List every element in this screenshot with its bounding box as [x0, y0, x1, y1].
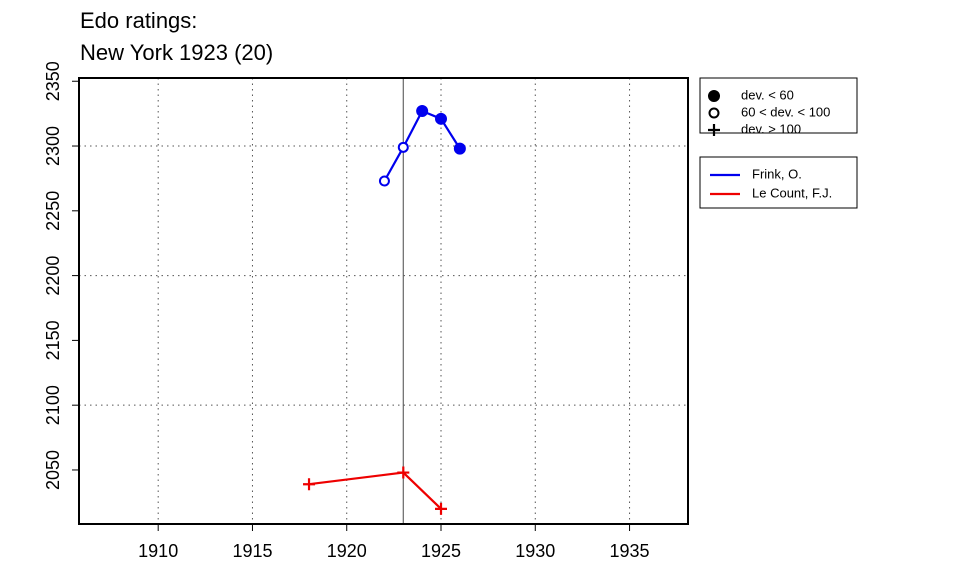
marker-plus — [708, 124, 720, 136]
legend-box — [699, 77, 858, 134]
x-tick-label: 1930 — [515, 541, 555, 561]
legend-box — [699, 156, 858, 209]
legend-label: Le Count, F.J. — [752, 185, 832, 200]
x-tick-label: 1910 — [138, 541, 178, 561]
legend-label: 60 < dev. < 100 — [741, 104, 830, 119]
marker-plus — [397, 466, 410, 479]
x-tick-label: 1915 — [232, 541, 272, 561]
x-tick-label: 1925 — [421, 541, 461, 561]
plot-frame — [78, 77, 689, 525]
legend-label: Frink, O. — [752, 166, 802, 181]
chart-subtitle: New York 1923 (20) — [80, 40, 273, 65]
marker-plus — [303, 478, 316, 491]
marker-open — [378, 175, 390, 187]
y-tick-label: 2150 — [43, 320, 63, 360]
y-tick-label: 2200 — [43, 256, 63, 296]
marker-filled — [416, 105, 429, 118]
y-tick-label: 2100 — [43, 385, 63, 425]
y-tick-label: 2250 — [43, 191, 63, 231]
marker-filled — [435, 112, 448, 125]
marker-filled — [708, 90, 720, 102]
series-line — [308, 471, 442, 510]
marker-filled — [453, 142, 466, 155]
marker-open — [708, 107, 720, 119]
y-tick-label: 2050 — [43, 450, 63, 490]
marker-open — [397, 141, 409, 153]
chart-title: Edo ratings: — [80, 8, 197, 33]
legend-label: dev. > 100 — [741, 121, 801, 136]
x-tick-label: 1935 — [610, 541, 650, 561]
y-tick-label: 2350 — [43, 61, 63, 101]
y-tick-label: 2300 — [43, 126, 63, 166]
legend-label: dev. < 60 — [741, 87, 794, 102]
x-tick-label: 1920 — [327, 541, 367, 561]
marker-plus — [435, 502, 448, 515]
